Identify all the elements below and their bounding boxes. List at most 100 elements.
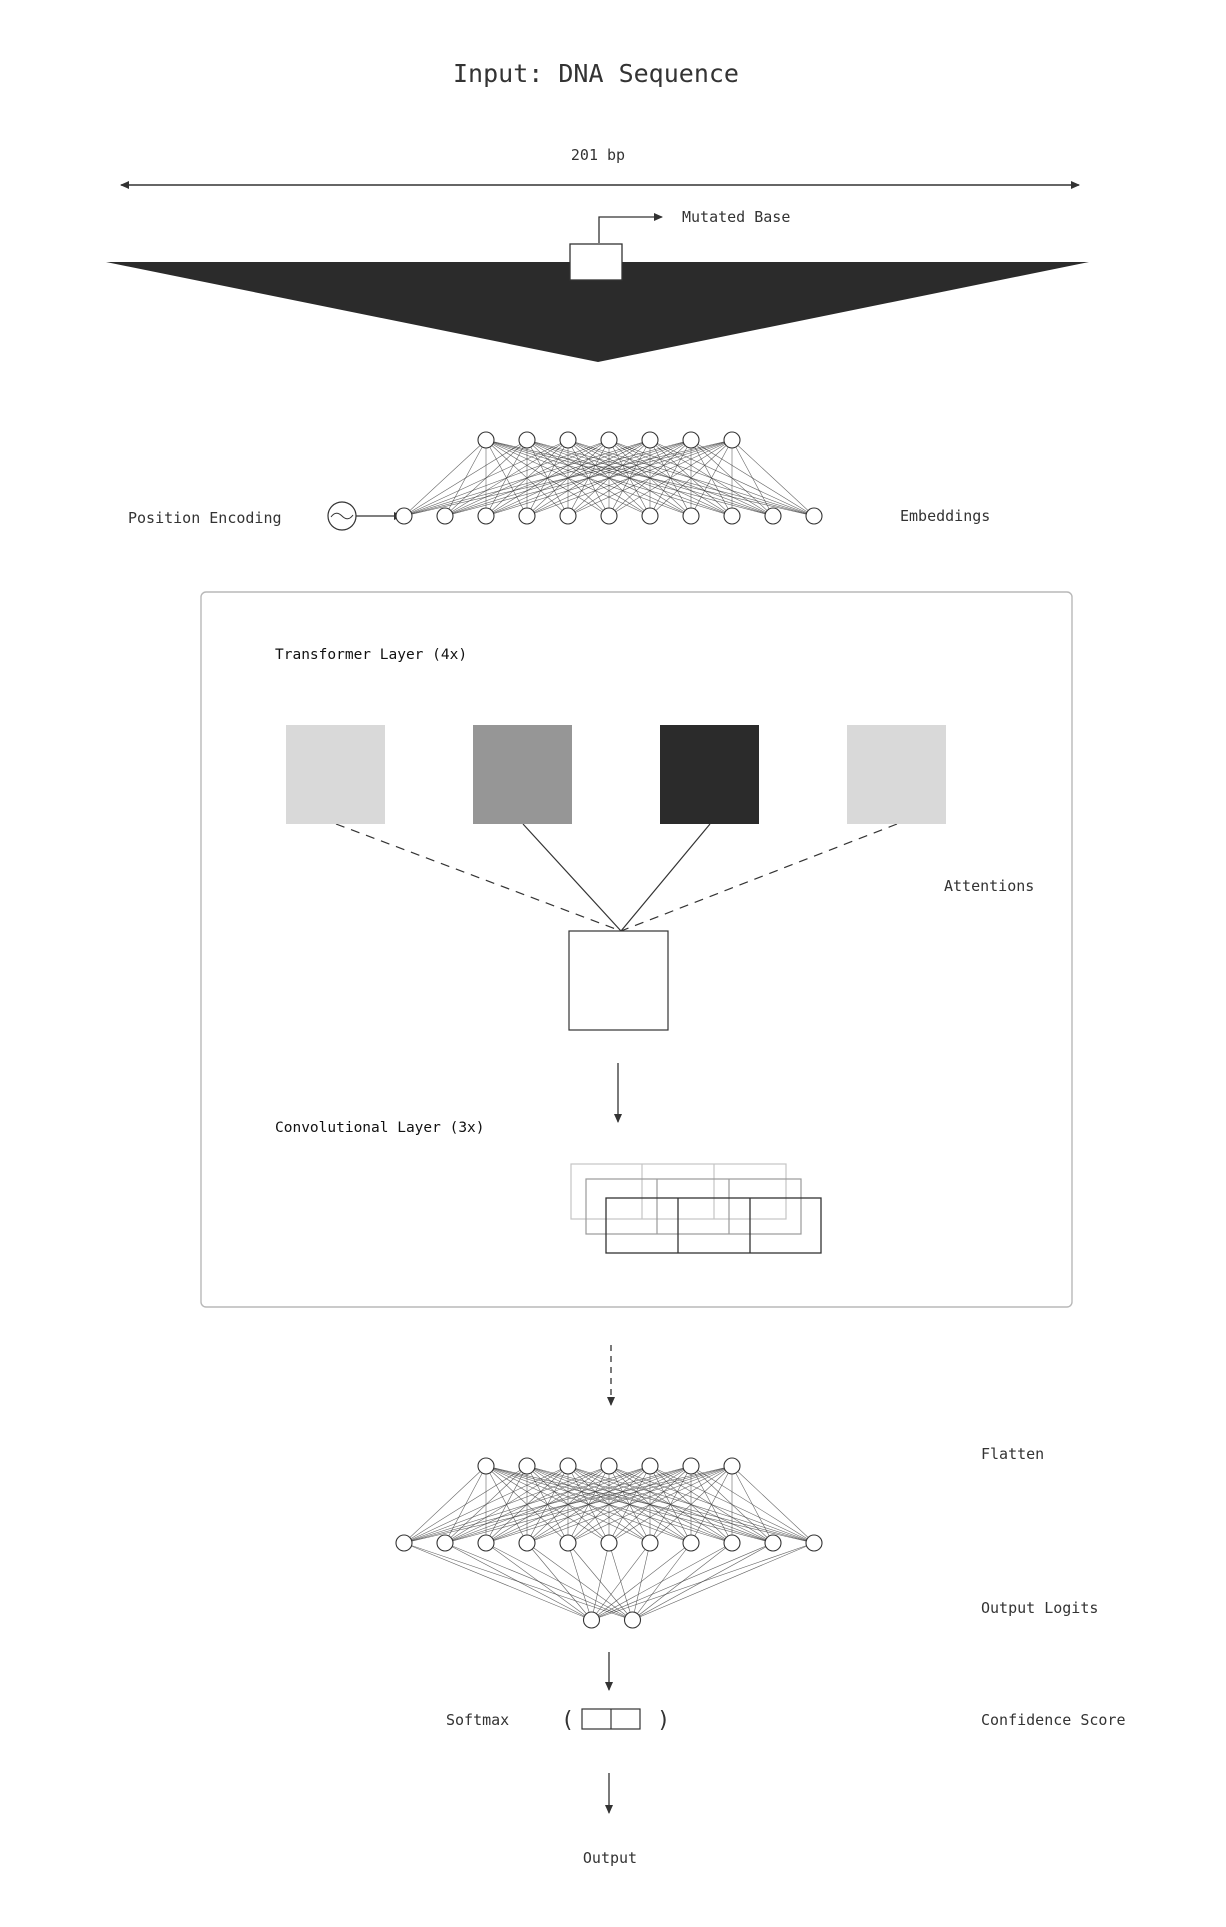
attention-head-3 <box>660 725 759 824</box>
transformer-layer-label: Transformer Layer (4x) <box>275 647 467 663</box>
embedding-connection <box>731 439 815 517</box>
embedding-node <box>764 507 782 525</box>
embedding-connection <box>403 439 733 517</box>
flatten-connection <box>608 1465 733 1544</box>
flatten-connection <box>731 1465 774 1544</box>
attention-link-2 <box>522 823 622 932</box>
embedding-connection <box>731 439 774 517</box>
embedding-node <box>436 507 454 525</box>
transformer-panel <box>200 591 1073 1308</box>
flatten-connection <box>526 1465 733 1544</box>
attention-link-1 <box>335 823 622 932</box>
conv-map-front <box>605 1197 822 1254</box>
embeddings-label: Embeddings <box>900 507 990 525</box>
flatten-node <box>600 1534 618 1552</box>
embedding-top-node <box>518 431 536 449</box>
embedding-node <box>682 507 700 525</box>
embedding-connection <box>567 439 733 517</box>
conv-feature-maps <box>570 1163 822 1254</box>
flatten-top-node <box>723 1457 741 1475</box>
position-encoding-icon <box>327 501 357 531</box>
output-logit-node <box>623 1611 642 1629</box>
attention-head-1 <box>286 725 385 824</box>
embedding-top-node <box>723 431 741 449</box>
flatten-top-node <box>600 1457 618 1475</box>
mutated-base-pointer <box>598 213 663 243</box>
embedding-top-node <box>600 431 618 449</box>
flatten-connection <box>403 1465 610 1544</box>
logit-connection <box>567 1542 592 1621</box>
flatten-top-node <box>559 1457 577 1475</box>
embedding-node <box>723 507 741 525</box>
softmax-label: Softmax <box>446 1711 509 1729</box>
logit-connection <box>485 1542 592 1621</box>
embedding-connection <box>403 439 692 517</box>
embedding-connection <box>403 439 569 517</box>
attentions-label: Attentions <box>944 877 1034 895</box>
flatten-connection <box>403 1465 528 1544</box>
logit-connection <box>591 1542 651 1621</box>
embedding-node <box>477 507 495 525</box>
embedding-connection <box>649 439 733 517</box>
confidence-score-label: Confidence Score <box>981 1711 1126 1729</box>
flatten-node <box>805 1534 823 1552</box>
flatten-connection <box>444 1465 733 1544</box>
flatten-node <box>518 1534 536 1552</box>
output-logits-label: Output Logits <box>981 1599 1098 1617</box>
mutated-base-box <box>569 243 623 281</box>
logit-connection <box>444 1542 592 1621</box>
flatten-top-node <box>682 1457 700 1475</box>
embedding-node <box>600 507 618 525</box>
embedding-node <box>805 507 823 525</box>
attention-output-box <box>568 930 669 1031</box>
embedding-top-node <box>559 431 577 449</box>
attention-links <box>335 823 898 932</box>
softmax-open-paren: ( <box>561 1708 574 1733</box>
flatten-label: Flatten <box>981 1445 1044 1463</box>
attention-link-3 <box>620 823 711 932</box>
flatten-top-node <box>477 1457 495 1475</box>
flatten-connection <box>649 1465 733 1544</box>
logit-connection <box>591 1542 692 1621</box>
output-label: Output <box>583 1849 637 1867</box>
convolutional-layer-label: Convolutional Layer (3x) <box>275 1120 485 1136</box>
embedding-connection <box>690 439 733 517</box>
flatten-connection <box>403 1465 733 1544</box>
flatten-node <box>477 1534 495 1552</box>
logit-connection <box>526 1542 592 1621</box>
logit-connection <box>632 1542 815 1621</box>
flatten-connection <box>690 1465 733 1544</box>
flatten-connection <box>485 1465 733 1544</box>
embedding-connection <box>403 439 528 517</box>
embedding-top-node <box>477 431 495 449</box>
flatten-node <box>641 1534 659 1552</box>
flatten-node <box>436 1534 454 1552</box>
flatten-node <box>764 1534 782 1552</box>
flatten-connection <box>731 1465 815 1544</box>
conv-map-middle <box>585 1178 802 1235</box>
embedding-connection <box>403 439 610 517</box>
attention-heads <box>286 725 946 824</box>
flatten-node <box>395 1534 413 1552</box>
softmax-close-paren: ) <box>657 1708 670 1733</box>
position-encoding-label: Position Encoding <box>128 509 282 527</box>
flatten-connection <box>403 1465 692 1544</box>
logit-connection <box>591 1542 774 1621</box>
flatten-node <box>559 1534 577 1552</box>
output-logit-node <box>582 1611 601 1629</box>
diagram-title: Input: DNA Sequence <box>453 59 739 88</box>
softmax-probability-box <box>581 1708 641 1730</box>
logit-connection <box>591 1542 610 1621</box>
attention-head-4 <box>847 725 946 824</box>
output-head-network <box>395 1457 823 1629</box>
embedding-connection <box>444 439 733 517</box>
sequence-length-label: 201 bp <box>571 146 625 164</box>
flatten-connection <box>403 1465 651 1544</box>
embedding-top-node <box>682 431 700 449</box>
flatten-connection <box>567 1465 733 1544</box>
embedding-node <box>641 507 659 525</box>
embedding-connection <box>403 439 651 517</box>
logit-connection <box>591 1542 815 1621</box>
embedding-node <box>395 507 413 525</box>
